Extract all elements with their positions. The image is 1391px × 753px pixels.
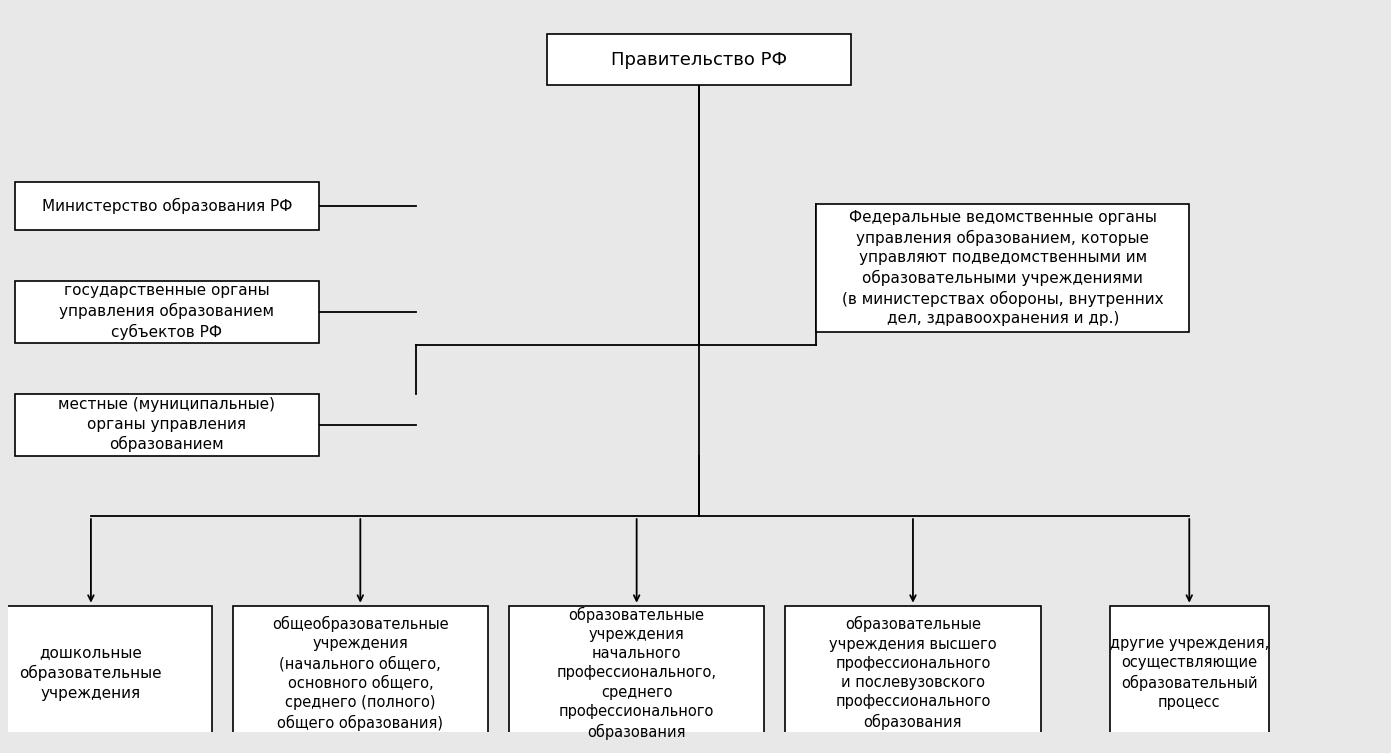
- FancyBboxPatch shape: [547, 34, 851, 85]
- FancyBboxPatch shape: [232, 605, 488, 741]
- Text: государственные органы
управления образованием
субъектов РФ: государственные органы управления образо…: [60, 283, 274, 340]
- Text: другие учреждения,
осуществляющие
образовательный
процесс: другие учреждения, осуществляющие образо…: [1110, 636, 1269, 710]
- Text: дошкольные
образовательные
учреждения: дошкольные образовательные учреждения: [19, 645, 163, 700]
- Text: общеобразовательные
учреждения
(начального общего,
основного общего,
среднего (п: общеобразовательные учреждения (начально…: [273, 616, 449, 730]
- Text: Министерство образования РФ: Министерство образования РФ: [42, 198, 292, 214]
- FancyBboxPatch shape: [15, 182, 319, 230]
- Text: Федеральные ведомственные органы
управления образованием, которые
управляют подв: Федеральные ведомственные органы управле…: [842, 210, 1164, 326]
- FancyBboxPatch shape: [15, 394, 319, 456]
- FancyBboxPatch shape: [817, 204, 1189, 332]
- Text: местные (муниципальные)
органы управления
образованием: местные (муниципальные) органы управлени…: [58, 398, 275, 453]
- FancyBboxPatch shape: [15, 281, 319, 343]
- FancyBboxPatch shape: [785, 605, 1040, 741]
- Text: образовательные
учреждения высшего
профессионального
и послевузовского
профессио: образовательные учреждения высшего профе…: [829, 616, 997, 730]
- Text: Правительство РФ: Правительство РФ: [611, 50, 787, 69]
- FancyBboxPatch shape: [1110, 605, 1269, 741]
- FancyBboxPatch shape: [509, 605, 765, 741]
- Text: образовательные
учреждения
начального
профессионального,
среднего
профессиональн: образовательные учреждения начального пр…: [556, 607, 716, 739]
- FancyBboxPatch shape: [0, 605, 211, 741]
